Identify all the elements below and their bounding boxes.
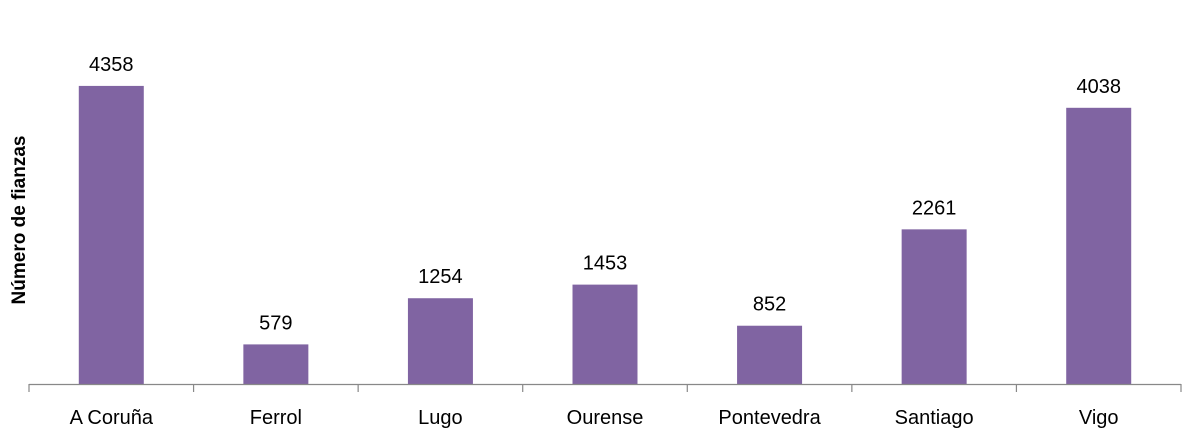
- x-tick-label: Pontevedra: [718, 407, 821, 429]
- data-label: 4038: [1076, 76, 1121, 98]
- bar-6: [1066, 107, 1132, 385]
- y-axis-label: Número de fianzas: [9, 136, 30, 305]
- bar-0: [78, 85, 144, 384]
- data-label: 579: [259, 312, 292, 334]
- x-tick-label: A Coruña: [70, 407, 154, 429]
- x-tick-label: Vigo: [1079, 407, 1119, 429]
- x-tick-label: Ferrol: [250, 407, 302, 429]
- bar-5: [901, 229, 967, 384]
- bar-2: [407, 298, 473, 384]
- data-label: 852: [753, 294, 786, 316]
- bar-1: [243, 344, 309, 384]
- data-label: 1254: [418, 266, 463, 288]
- bar-4: [737, 325, 803, 384]
- data-label: 1453: [583, 253, 628, 275]
- x-tick-label: Ourense: [567, 407, 644, 429]
- data-label: 2261: [912, 197, 957, 219]
- x-tick-label: Santiago: [895, 407, 974, 429]
- bar-3: [572, 284, 638, 384]
- data-label: 4358: [89, 54, 134, 76]
- x-tick-label: Lugo: [418, 407, 463, 429]
